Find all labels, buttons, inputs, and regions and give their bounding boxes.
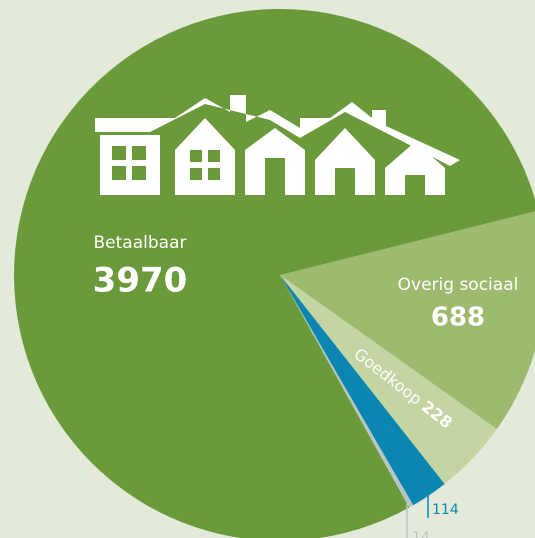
category-label: Overig sociaal bbox=[398, 275, 519, 295]
pie-slice bbox=[280, 275, 414, 508]
pie-slice bbox=[280, 211, 535, 430]
pie-slice bbox=[280, 275, 497, 484]
value-label: 14 bbox=[412, 530, 430, 538]
category-label: Betaalbaar bbox=[94, 233, 187, 253]
pie-slice bbox=[280, 275, 445, 506]
value-label: 688 bbox=[431, 303, 485, 333]
value-label: 3970 bbox=[93, 261, 188, 301]
value-label: 114 bbox=[432, 502, 459, 518]
houses-icon bbox=[95, 95, 460, 195]
